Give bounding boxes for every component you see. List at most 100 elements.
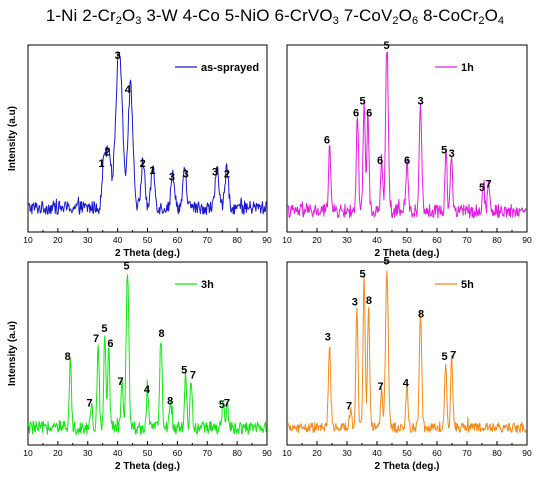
- phase-key-text: 5-NiO: [224, 6, 270, 25]
- y-axis-label: Intensity (a.u): [7, 106, 18, 171]
- phase-key-text: O: [121, 6, 136, 25]
- x-tick-label: 60: [432, 235, 442, 245]
- peak-label: 7: [346, 401, 352, 413]
- peak-label: 6: [324, 135, 330, 147]
- xrd-pattern-line: [286, 270, 527, 434]
- peak-label: 5: [124, 260, 130, 272]
- x-tick-label: 90: [262, 448, 272, 458]
- peak-label: 3: [352, 297, 358, 309]
- peak-label: 7: [486, 178, 492, 190]
- x-tick-label: 40: [113, 448, 123, 458]
- phase-key-item: 4-Co: [183, 6, 220, 25]
- x-tick-label: 10: [23, 448, 33, 458]
- peak-label: 5: [479, 182, 485, 194]
- x-tick-label: 20: [53, 235, 63, 245]
- x-tick-label: 30: [342, 235, 352, 245]
- x-tick-label: 40: [113, 235, 123, 245]
- x-tick-label: 90: [522, 235, 532, 245]
- phase-key-item: 1-Ni: [46, 6, 78, 25]
- subscript: 2: [115, 15, 122, 27]
- peak-label: 7: [118, 376, 124, 388]
- peak-label: 1: [98, 158, 104, 170]
- x-tick-label: 30: [83, 235, 93, 245]
- peak-label: 7: [378, 381, 384, 393]
- peak-label: 8: [65, 351, 71, 363]
- phase-key-text: 3-W: [146, 6, 178, 25]
- peak-label: 7: [450, 350, 456, 362]
- peak-label: 5: [441, 145, 447, 157]
- peak-label: 7: [93, 333, 99, 345]
- x-axis-label: 2 Theta (deg.): [374, 248, 439, 259]
- x-tick-label: 70: [462, 235, 472, 245]
- peak-label: 4: [403, 378, 410, 390]
- peak-label: 8: [418, 308, 424, 320]
- x-tick-label: 50: [402, 448, 412, 458]
- legend-label: 3h: [201, 279, 214, 291]
- peak-label: 4: [125, 84, 132, 96]
- xrd-pattern-line: [27, 51, 267, 215]
- x-tick-label: 80: [492, 235, 502, 245]
- xrd-pattern-line: [286, 51, 527, 219]
- phase-key-text: 1-Ni: [45, 6, 78, 25]
- xrd-pattern-line: [27, 274, 267, 435]
- phase-key-item: 8-CoCr2O4: [423, 6, 505, 27]
- phase-key-text: 4-Co: [182, 6, 220, 25]
- phase-key-item: 6-CrVO3: [274, 6, 339, 27]
- x-axis-label: 2 Theta (deg.): [374, 461, 439, 472]
- legend-label: 1h: [461, 62, 474, 74]
- peak-label: 3: [115, 50, 121, 62]
- peak-label: 4: [144, 384, 151, 396]
- peak-label: 6: [404, 155, 410, 167]
- x-tick-label: 80: [232, 448, 242, 458]
- phase-key-text: 7-CoV: [343, 6, 393, 25]
- subscript: 4: [497, 15, 505, 27]
- phase-key-item: 2-Cr2O3: [82, 6, 141, 27]
- x-tick-label: 10: [282, 235, 292, 245]
- peak-label: 8: [167, 396, 173, 408]
- peak-label: 5: [101, 323, 107, 335]
- x-tick-label: 30: [342, 448, 352, 458]
- peak-label: 7: [224, 397, 230, 409]
- peak-label: 1: [149, 165, 155, 177]
- phase-key-item: 3-W: [146, 6, 177, 25]
- phase-key-text: 2-Cr: [82, 6, 116, 25]
- peak-label: 5: [360, 269, 366, 281]
- peak-label: 3: [169, 172, 175, 184]
- peak-label: 5: [181, 364, 187, 376]
- legend-label: 5h: [461, 279, 474, 291]
- x-tick-label: 60: [173, 235, 183, 245]
- peak-label: 5: [384, 40, 390, 52]
- x-tick-label: 30: [83, 448, 93, 458]
- subscript: 3: [332, 15, 339, 27]
- x-tick-label: 70: [462, 448, 472, 458]
- peak-label: 2: [104, 146, 110, 158]
- x-axis-label: 2 Theta (deg.): [115, 248, 180, 259]
- peak-label: 6: [353, 107, 359, 119]
- x-axis-label: 2 Theta (deg.): [115, 461, 180, 472]
- x-tick-label: 50: [402, 235, 412, 245]
- peak-label: 2: [140, 158, 146, 170]
- x-tick-label: 60: [432, 448, 442, 458]
- plot-frame: [286, 261, 528, 446]
- x-tick-label: 60: [173, 448, 183, 458]
- peak-label: 8: [158, 328, 164, 340]
- x-tick-label: 10: [23, 235, 33, 245]
- x-tick-label: 20: [312, 448, 322, 458]
- peak-label: 2: [224, 168, 230, 180]
- phase-key-item: 5-NiO: [225, 6, 270, 25]
- x-tick-label: 20: [312, 235, 322, 245]
- x-tick-label: 50: [143, 235, 153, 245]
- x-tick-label: 70: [203, 235, 213, 245]
- peak-label: 3: [449, 148, 455, 160]
- peak-label: 8: [366, 295, 372, 307]
- peak-label: 7: [190, 369, 196, 381]
- subscript: 6: [411, 15, 419, 27]
- x-tick-label: 90: [262, 235, 272, 245]
- peak-label: 6: [366, 107, 372, 119]
- peak-label: 7: [86, 397, 92, 409]
- peak-label: 5: [441, 351, 447, 363]
